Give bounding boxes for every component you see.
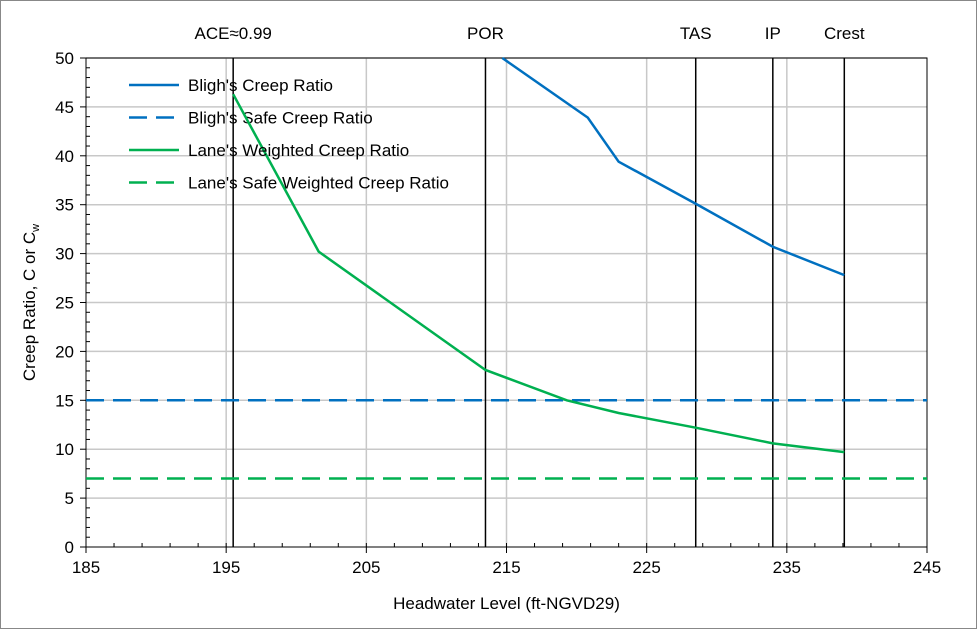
x-tick-label: 235 bbox=[773, 558, 801, 577]
series-line bbox=[232, 93, 845, 454]
reference-line-label: IP bbox=[765, 24, 781, 43]
reference-line-label: ACE≈0.99 bbox=[194, 24, 271, 43]
legend-label: Bligh's Safe Creep Ratio bbox=[188, 109, 373, 128]
reference-line-label: Crest bbox=[824, 24, 865, 43]
y-tick-label: 10 bbox=[55, 440, 74, 459]
reference-line-label: TAS bbox=[680, 24, 712, 43]
y-tick-label: 35 bbox=[55, 196, 74, 215]
series-line bbox=[501, 56, 845, 277]
reference-line-label: POR bbox=[467, 24, 504, 43]
y-axis-title-main: Creep Ratio, C or C bbox=[20, 232, 39, 381]
y-tick-label: 25 bbox=[55, 294, 74, 313]
x-tick-label: 215 bbox=[492, 558, 520, 577]
x-tick-label: 225 bbox=[632, 558, 660, 577]
y-tick-label: 50 bbox=[55, 49, 74, 68]
x-tick-label: 185 bbox=[72, 558, 100, 577]
x-tick-label: 195 bbox=[212, 558, 240, 577]
x-tick-label: 245 bbox=[913, 558, 941, 577]
y-axis-title-subscript: w bbox=[30, 224, 42, 233]
y-tick-label: 40 bbox=[55, 147, 74, 166]
y-axis-title: Creep Ratio, C or Cw bbox=[20, 224, 42, 381]
legend-label: Lane's Weighted Creep Ratio bbox=[188, 141, 409, 160]
x-axis-title: Headwater Level (ft-NGVD29) bbox=[393, 594, 620, 613]
y-tick-label: 5 bbox=[65, 489, 74, 508]
x-tick-label: 205 bbox=[352, 558, 380, 577]
y-tick-label: 15 bbox=[55, 391, 74, 410]
legend-label: Bligh's Creep Ratio bbox=[188, 76, 333, 95]
y-tick-label: 45 bbox=[55, 98, 74, 117]
legend-label: Lane's Safe Weighted Creep Ratio bbox=[188, 174, 449, 193]
y-tick-label: 30 bbox=[55, 245, 74, 264]
y-tick-label: 0 bbox=[65, 538, 74, 557]
y-tick-label: 20 bbox=[55, 342, 74, 361]
